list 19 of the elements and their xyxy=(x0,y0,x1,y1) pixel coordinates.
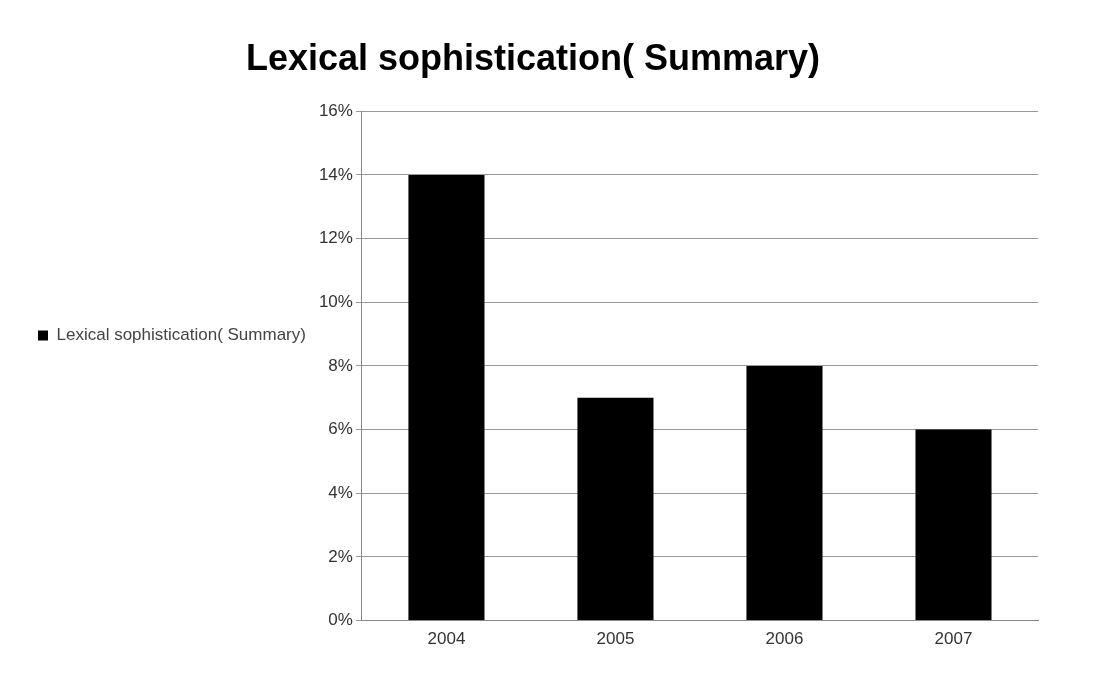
x-tick-label: 2005 xyxy=(596,629,635,649)
x-tick-label: 2004 xyxy=(427,629,466,649)
bar xyxy=(408,174,485,621)
y-tick-label: 8% xyxy=(328,355,353,375)
y-tick-label: 4% xyxy=(328,482,353,502)
y-tick-label: 0% xyxy=(328,610,353,630)
bar xyxy=(746,365,823,621)
legend-label: Lexical sophistication( Summary) xyxy=(56,325,306,345)
x-tick-label: 2006 xyxy=(765,629,804,649)
y-tick-label: 12% xyxy=(318,228,353,248)
y-tick-label: 16% xyxy=(318,100,353,120)
y-tick-label: 14% xyxy=(318,164,353,184)
y-tick-label: 2% xyxy=(328,546,353,566)
chart-title: Lexical sophistication( Summary) xyxy=(245,36,821,78)
x-tick-label: 2007 xyxy=(934,629,973,649)
bar xyxy=(915,429,992,621)
bar xyxy=(577,397,654,621)
y-tick-label: 10% xyxy=(318,291,353,311)
y-tick-label: 6% xyxy=(328,419,353,439)
